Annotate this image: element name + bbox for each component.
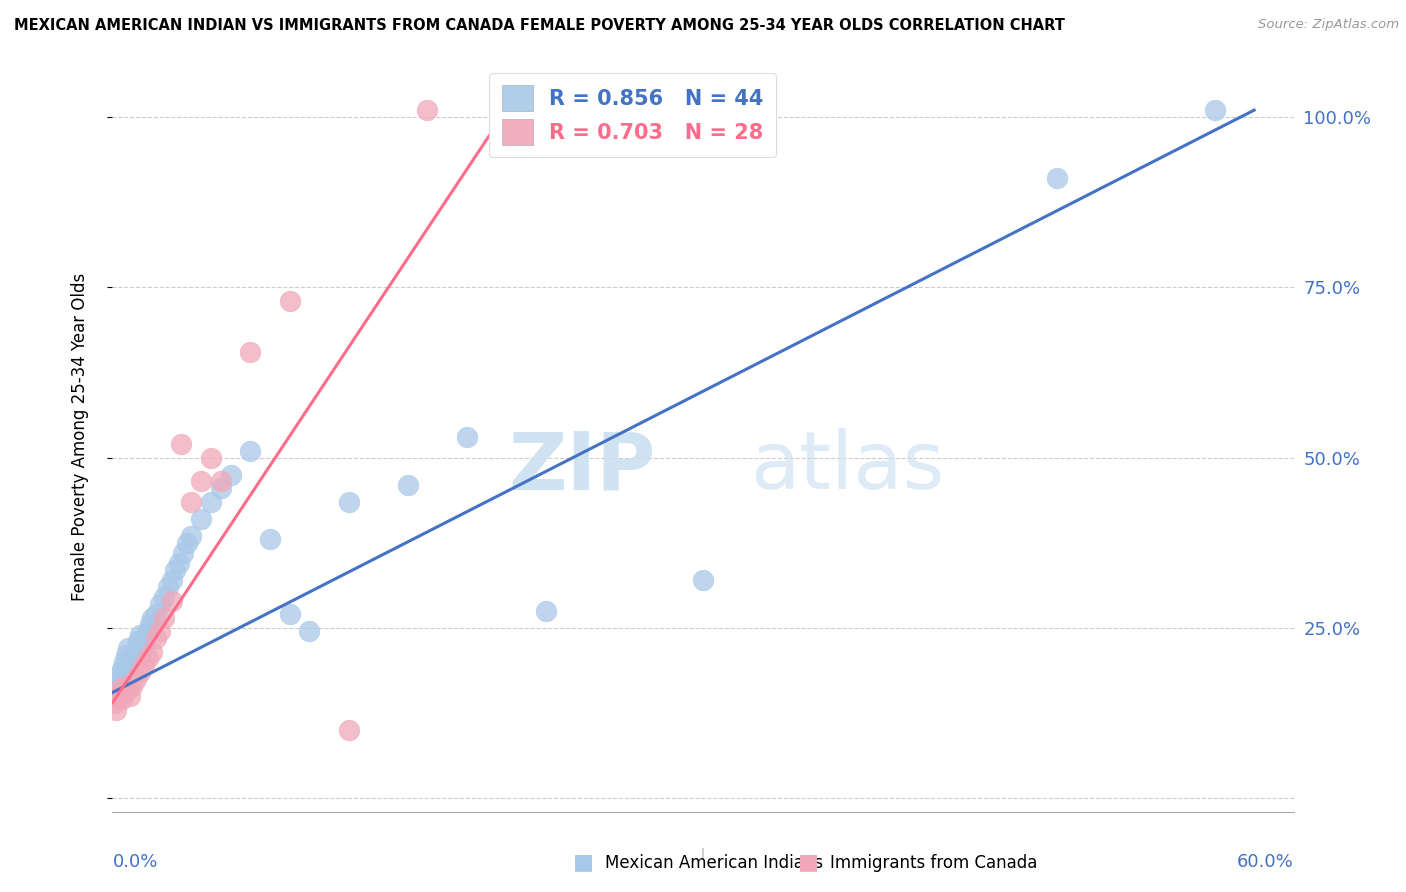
Point [117, 641, 139, 656]
Point [534, 604, 557, 618]
Point [122, 648, 145, 662]
Point [131, 645, 153, 659]
Point [115, 679, 138, 693]
Point [209, 475, 232, 489]
Point [120, 658, 142, 673]
Point [169, 556, 191, 570]
Point [190, 475, 212, 489]
Point [176, 535, 198, 549]
Point [180, 529, 202, 543]
Point [160, 573, 183, 587]
Point [107, 689, 129, 703]
Point [145, 607, 167, 622]
Point [141, 610, 163, 624]
Point [105, 682, 128, 697]
Text: Immigrants from Canada: Immigrants from Canada [830, 855, 1036, 872]
Point [120, 689, 142, 703]
Point [149, 624, 172, 639]
Point [152, 590, 174, 604]
Point [136, 624, 159, 639]
Point [180, 495, 202, 509]
Point [112, 655, 135, 669]
Point [111, 662, 134, 676]
Point [259, 533, 281, 547]
Point [278, 293, 301, 308]
Text: 60.0%: 60.0% [1237, 853, 1294, 871]
Point [219, 467, 242, 482]
Point [129, 627, 152, 641]
Legend: R = 0.856   N = 44, R = 0.703   N = 28: R = 0.856 N = 44, R = 0.703 N = 28 [489, 73, 776, 157]
Point [170, 437, 193, 451]
Point [111, 692, 134, 706]
Point [165, 563, 187, 577]
Text: ■: ■ [574, 853, 593, 872]
Point [160, 593, 183, 607]
Text: Mexican American Indians: Mexican American Indians [605, 855, 823, 872]
Y-axis label: Female Poverty Among 25-34 Year Olds: Female Poverty Among 25-34 Year Olds [70, 273, 89, 601]
Point [107, 675, 129, 690]
Point [156, 580, 179, 594]
Point [190, 512, 212, 526]
Point [139, 617, 162, 632]
Point [337, 723, 360, 737]
Point [121, 651, 143, 665]
Point [125, 641, 148, 656]
Point [152, 610, 174, 624]
Point [172, 546, 194, 560]
Point [298, 624, 321, 639]
Text: ■: ■ [799, 853, 818, 872]
Text: MEXICAN AMERICAN INDIAN VS IMMIGRANTS FROM CANADA FEMALE POVERTY AMONG 25-34 YEA: MEXICAN AMERICAN INDIAN VS IMMIGRANTS FR… [14, 18, 1064, 33]
Point [112, 685, 135, 699]
Point [145, 631, 167, 645]
Point [396, 477, 419, 491]
Point [103, 696, 125, 710]
Point [132, 638, 155, 652]
Point [416, 103, 439, 117]
Point [239, 443, 262, 458]
Point [200, 495, 222, 509]
Point [1046, 171, 1069, 186]
Point [121, 679, 143, 693]
Point [132, 658, 155, 673]
Point [149, 597, 172, 611]
Point [337, 495, 360, 509]
Point [129, 665, 152, 679]
Point [209, 481, 232, 495]
Text: ZIP: ZIP [509, 428, 655, 506]
Point [110, 682, 132, 697]
Point [692, 573, 714, 587]
Point [239, 345, 262, 359]
Text: atlas: atlas [751, 428, 945, 506]
Point [110, 668, 132, 682]
Point [135, 631, 157, 645]
Point [1204, 103, 1226, 117]
Point [105, 702, 128, 716]
Point [125, 672, 148, 686]
Text: Source: ZipAtlas.com: Source: ZipAtlas.com [1258, 18, 1399, 31]
Point [136, 651, 159, 665]
Point [127, 634, 149, 648]
Text: 0.0%: 0.0% [112, 853, 157, 871]
Point [456, 430, 478, 444]
Point [141, 645, 163, 659]
Point [200, 450, 222, 465]
Point [117, 682, 139, 697]
Point [115, 648, 138, 662]
Point [278, 607, 301, 622]
